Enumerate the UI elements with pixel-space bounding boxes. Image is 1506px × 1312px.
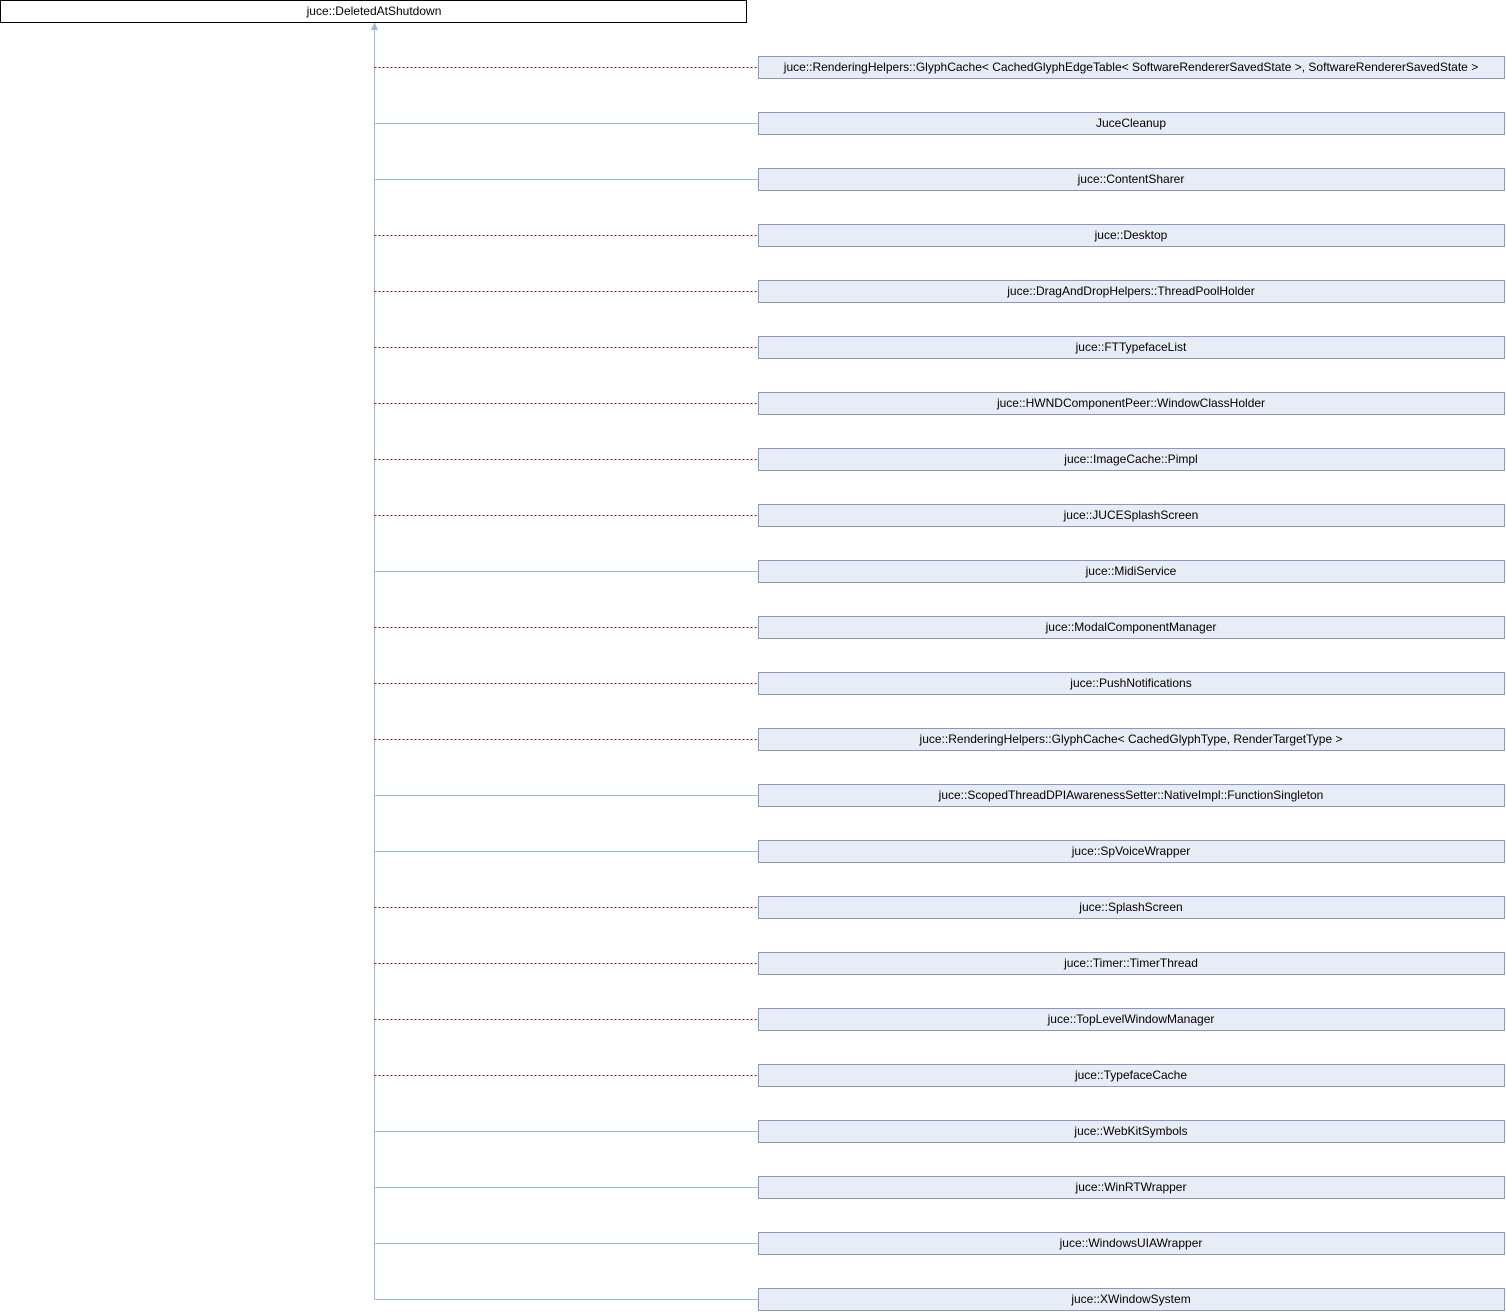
child-label: juce::HWNDComponentPeer::WindowClassHold…	[996, 396, 1265, 410]
child-label: juce::RenderingHelpers::GlyphCache< Cach…	[919, 732, 1343, 746]
child-label: juce::TypefaceCache	[1074, 1068, 1187, 1082]
child-label: juce::SplashScreen	[1078, 900, 1182, 914]
child-label: juce::ScopedThreadDPIAwarenessSetter::Na…	[938, 788, 1324, 802]
child-node	[758, 336, 1505, 359]
child-label: juce::PushNotifications	[1069, 676, 1191, 690]
child-node	[758, 224, 1505, 247]
child-label: juce::WinRTWrapper	[1075, 1180, 1187, 1194]
child-node	[758, 168, 1505, 191]
child-label: juce::DragAndDropHelpers::ThreadPoolHold…	[1006, 284, 1254, 298]
child-label: juce::Desktop	[1094, 228, 1168, 242]
child-label: juce::WindowsUIAWrapper	[1059, 1236, 1203, 1250]
child-node	[758, 1120, 1505, 1143]
child-node	[758, 784, 1505, 807]
child-label: juce::FTTypefaceList	[1075, 340, 1187, 354]
child-label: juce::Timer::TimerThread	[1063, 956, 1198, 970]
child-node	[758, 1064, 1505, 1087]
child-label: JuceCleanup	[1096, 116, 1166, 130]
child-node	[758, 1232, 1505, 1255]
child-node	[758, 840, 1505, 863]
child-node	[758, 728, 1505, 751]
child-label: juce::ContentSharer	[1077, 172, 1185, 186]
child-label: juce::ModalComponentManager	[1045, 620, 1217, 634]
child-label: juce::XWindowSystem	[1070, 1292, 1190, 1306]
root-node	[0, 0, 747, 23]
child-node	[758, 448, 1505, 471]
child-node	[758, 392, 1505, 415]
child-node	[758, 1288, 1505, 1311]
child-node	[758, 616, 1505, 639]
child-node	[758, 280, 1505, 303]
child-node	[758, 952, 1505, 975]
child-label: juce::RenderingHelpers::GlyphCache< Cach…	[783, 60, 1478, 74]
child-label: juce::WebKitSymbols	[1073, 1124, 1187, 1138]
child-label: juce::TopLevelWindowManager	[1047, 1012, 1215, 1026]
child-node	[758, 672, 1505, 695]
child-label: juce::MidiService	[1085, 564, 1177, 578]
child-label: juce::JUCESplashScreen	[1063, 508, 1199, 522]
child-node	[758, 112, 1505, 135]
child-label: juce::SpVoiceWrapper	[1071, 844, 1191, 858]
child-node	[758, 1176, 1505, 1199]
child-node	[758, 56, 1505, 79]
child-label: juce::ImageCache::Pimpl	[1063, 452, 1197, 466]
child-node	[758, 896, 1505, 919]
child-node	[758, 560, 1505, 583]
root-label: juce::DeletedAtShutdown	[306, 4, 442, 18]
arrow-head	[371, 22, 378, 30]
child-node	[758, 504, 1505, 527]
child-node	[758, 1008, 1505, 1031]
